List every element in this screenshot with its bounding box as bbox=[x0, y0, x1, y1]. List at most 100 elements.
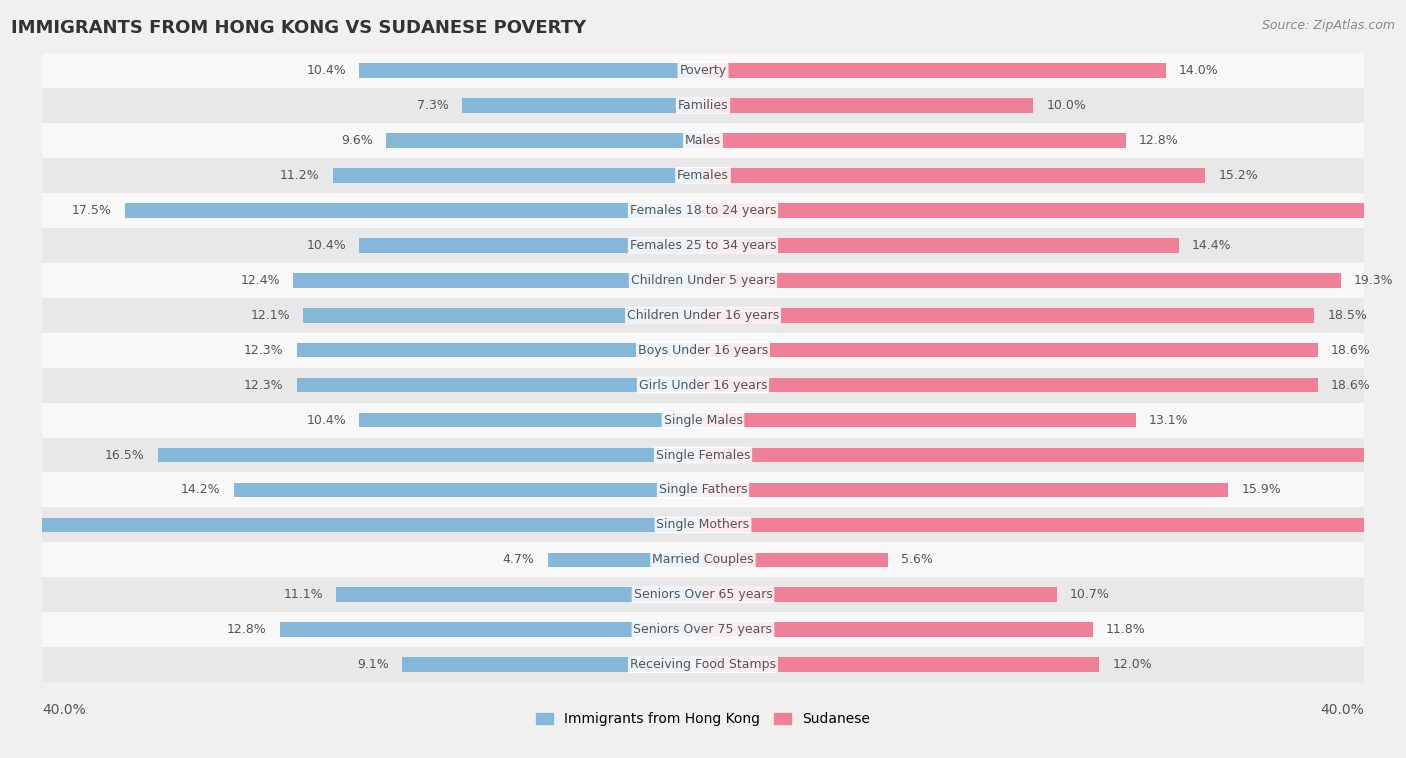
Text: Females 18 to 24 years: Females 18 to 24 years bbox=[630, 204, 776, 217]
Bar bbox=[0, 518, 703, 532]
Bar bbox=[42, 263, 1364, 298]
Text: 11.1%: 11.1% bbox=[284, 588, 323, 601]
Text: 40.0%: 40.0% bbox=[42, 703, 86, 717]
Bar bbox=[385, 133, 703, 148]
Text: IMMIGRANTS FROM HONG KONG VS SUDANESE POVERTY: IMMIGRANTS FROM HONG KONG VS SUDANESE PO… bbox=[11, 19, 586, 37]
Bar bbox=[297, 377, 703, 393]
Bar bbox=[703, 308, 1315, 323]
Text: 15.9%: 15.9% bbox=[1241, 484, 1281, 496]
Text: 12.1%: 12.1% bbox=[250, 309, 290, 321]
Text: Children Under 16 years: Children Under 16 years bbox=[627, 309, 779, 321]
Text: Receiving Food Stamps: Receiving Food Stamps bbox=[630, 658, 776, 672]
Text: 9.1%: 9.1% bbox=[357, 658, 389, 672]
Text: Single Males: Single Males bbox=[664, 414, 742, 427]
Text: 11.2%: 11.2% bbox=[280, 169, 319, 182]
Text: Females 25 to 34 years: Females 25 to 34 years bbox=[630, 239, 776, 252]
Bar bbox=[703, 483, 1229, 497]
Bar bbox=[703, 518, 1406, 532]
Text: 9.6%: 9.6% bbox=[340, 134, 373, 147]
Text: 14.0%: 14.0% bbox=[1178, 64, 1219, 77]
Text: 12.8%: 12.8% bbox=[228, 623, 267, 636]
Bar bbox=[42, 298, 1364, 333]
Bar bbox=[304, 308, 703, 323]
Text: 12.3%: 12.3% bbox=[243, 378, 284, 392]
Bar bbox=[703, 203, 1406, 218]
Text: Girls Under 16 years: Girls Under 16 years bbox=[638, 378, 768, 392]
Bar bbox=[157, 448, 703, 462]
Bar bbox=[42, 368, 1364, 402]
Bar bbox=[548, 553, 703, 567]
Bar bbox=[333, 168, 703, 183]
Text: Poverty: Poverty bbox=[679, 64, 727, 77]
Text: 10.4%: 10.4% bbox=[307, 64, 346, 77]
Text: 12.0%: 12.0% bbox=[1112, 658, 1153, 672]
Bar bbox=[703, 133, 1126, 148]
Bar bbox=[402, 657, 703, 672]
Bar bbox=[42, 88, 1364, 123]
Bar bbox=[461, 98, 703, 113]
Bar bbox=[703, 168, 1205, 183]
Bar bbox=[703, 98, 1033, 113]
Text: 12.3%: 12.3% bbox=[243, 343, 284, 357]
Text: 10.0%: 10.0% bbox=[1046, 99, 1087, 112]
Text: 5.6%: 5.6% bbox=[901, 553, 934, 566]
Bar bbox=[703, 587, 1056, 602]
Text: 14.4%: 14.4% bbox=[1192, 239, 1232, 252]
Bar bbox=[42, 647, 1364, 682]
Bar bbox=[703, 63, 1166, 78]
Text: Families: Families bbox=[678, 99, 728, 112]
Text: Source: ZipAtlas.com: Source: ZipAtlas.com bbox=[1261, 19, 1395, 32]
Bar bbox=[703, 412, 1136, 428]
Text: Single Mothers: Single Mothers bbox=[657, 518, 749, 531]
Bar bbox=[703, 448, 1406, 462]
Bar bbox=[42, 612, 1364, 647]
Bar bbox=[297, 343, 703, 358]
Bar bbox=[42, 437, 1364, 472]
Bar bbox=[703, 273, 1341, 287]
Text: 7.3%: 7.3% bbox=[416, 99, 449, 112]
Text: Males: Males bbox=[685, 134, 721, 147]
Bar bbox=[42, 123, 1364, 158]
Bar bbox=[42, 507, 1364, 543]
Text: 10.7%: 10.7% bbox=[1070, 588, 1109, 601]
Text: Seniors Over 65 years: Seniors Over 65 years bbox=[634, 588, 772, 601]
Bar bbox=[360, 412, 703, 428]
Text: Children Under 5 years: Children Under 5 years bbox=[631, 274, 775, 287]
Bar bbox=[360, 63, 703, 78]
Bar bbox=[42, 53, 1364, 88]
Legend: Immigrants from Hong Kong, Sudanese: Immigrants from Hong Kong, Sudanese bbox=[531, 706, 875, 732]
Bar bbox=[703, 553, 889, 567]
Text: 19.3%: 19.3% bbox=[1354, 274, 1393, 287]
Text: 14.2%: 14.2% bbox=[181, 484, 221, 496]
Bar bbox=[42, 402, 1364, 437]
Text: Boys Under 16 years: Boys Under 16 years bbox=[638, 343, 768, 357]
Text: 16.5%: 16.5% bbox=[105, 449, 145, 462]
Bar bbox=[703, 238, 1178, 252]
Text: 11.8%: 11.8% bbox=[1107, 623, 1146, 636]
Text: 13.1%: 13.1% bbox=[1149, 414, 1188, 427]
Bar bbox=[294, 273, 703, 287]
Bar bbox=[42, 333, 1364, 368]
Bar bbox=[42, 543, 1364, 578]
Text: 18.6%: 18.6% bbox=[1330, 343, 1371, 357]
Text: 15.2%: 15.2% bbox=[1219, 169, 1258, 182]
Text: Single Females: Single Females bbox=[655, 449, 751, 462]
Bar bbox=[703, 657, 1099, 672]
Text: 12.4%: 12.4% bbox=[240, 274, 280, 287]
Text: 10.4%: 10.4% bbox=[307, 414, 346, 427]
Text: 18.5%: 18.5% bbox=[1327, 309, 1368, 321]
Bar bbox=[703, 377, 1317, 393]
Text: Seniors Over 75 years: Seniors Over 75 years bbox=[634, 623, 772, 636]
Bar bbox=[703, 622, 1092, 637]
Bar bbox=[42, 228, 1364, 263]
Bar bbox=[42, 193, 1364, 228]
Bar bbox=[703, 343, 1317, 358]
Text: 12.8%: 12.8% bbox=[1139, 134, 1178, 147]
Text: Females: Females bbox=[678, 169, 728, 182]
Text: 17.5%: 17.5% bbox=[72, 204, 111, 217]
Bar bbox=[42, 472, 1364, 507]
Text: 18.6%: 18.6% bbox=[1330, 378, 1371, 392]
Bar bbox=[336, 587, 703, 602]
Bar bbox=[42, 578, 1364, 612]
Bar bbox=[280, 622, 703, 637]
